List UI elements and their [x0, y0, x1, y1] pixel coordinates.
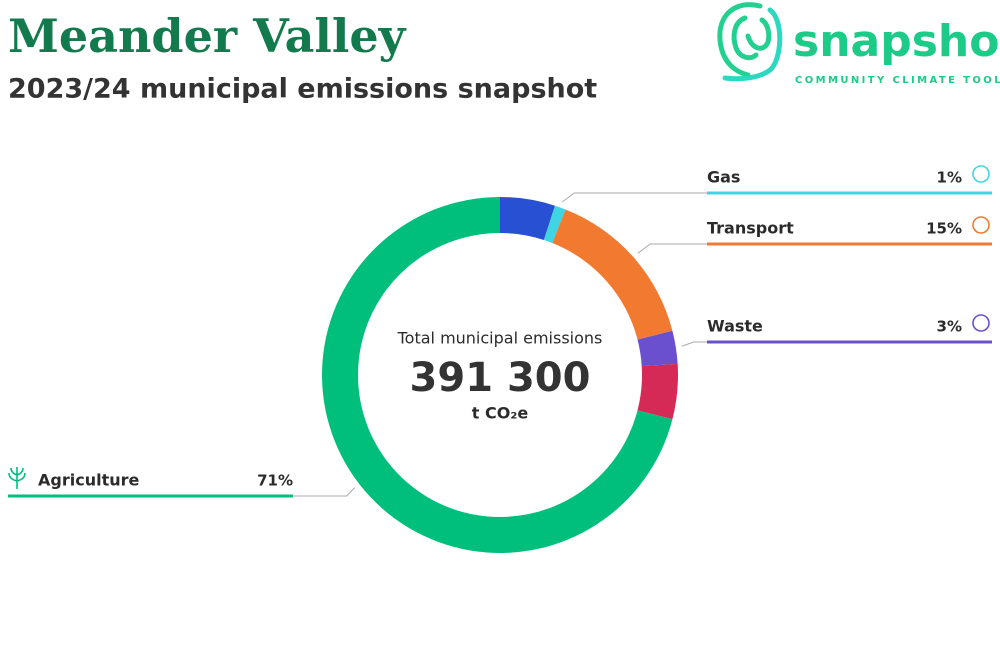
leader-line — [293, 487, 355, 497]
donut-segment — [637, 363, 678, 420]
category-icon — [972, 165, 990, 183]
donut-segment — [543, 205, 566, 243]
category-icon — [8, 467, 26, 489]
logo-icon — [717, 2, 783, 82]
leader-line — [637, 243, 707, 254]
donut-segment — [552, 209, 673, 340]
category-icon — [972, 314, 990, 332]
leader-line — [562, 192, 707, 203]
category-label: Agriculture — [38, 471, 140, 490]
center-total: 391 300 — [410, 355, 591, 401]
category-label: Gas — [707, 168, 740, 187]
value-label: 3% — [937, 318, 962, 336]
category-icon — [972, 216, 990, 234]
category-label: Transport — [707, 219, 794, 238]
subtitle: 2023/24 municipal emissions snapshot — [8, 74, 597, 105]
value-label: 15% — [926, 220, 962, 238]
category-label: Waste — [707, 317, 763, 336]
logo-name: snapshot — [793, 16, 1000, 67]
center-unit: t CO₂e — [472, 404, 529, 423]
donut-segment — [637, 330, 678, 367]
center-label: Total municipal emissions — [397, 329, 603, 348]
title: Meander Valley — [8, 9, 407, 63]
leader-line — [681, 341, 707, 347]
logo-tagline: COMMUNITY CLIMATE TOOL — [795, 75, 1000, 86]
donut-segment — [500, 197, 556, 240]
value-label: 71% — [257, 472, 293, 490]
value-label: 1% — [937, 169, 962, 187]
